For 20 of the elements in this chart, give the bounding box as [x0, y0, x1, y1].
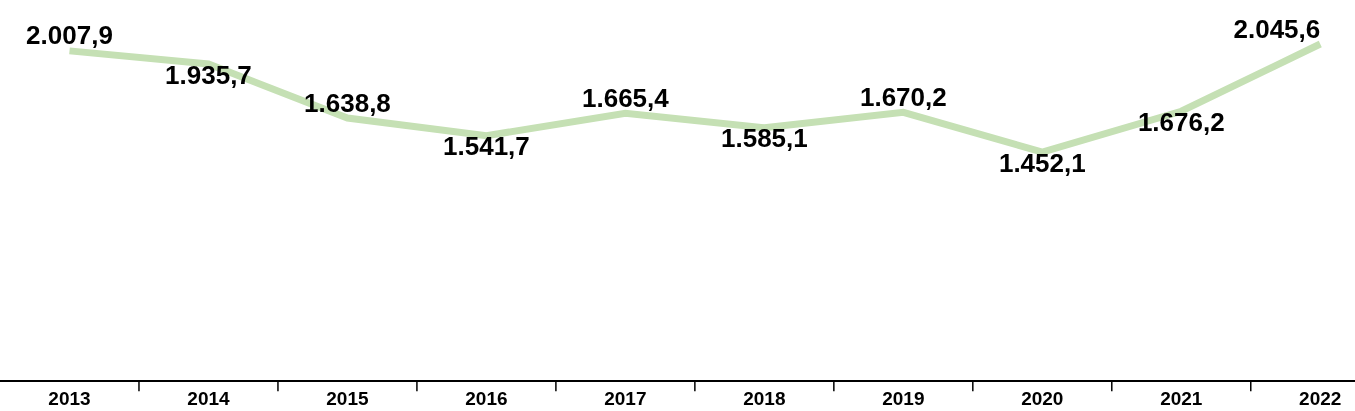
x-tick-label: 2021: [1160, 387, 1203, 409]
x-tick-label: 2016: [465, 387, 508, 409]
x-tick-label: 2020: [1021, 387, 1064, 409]
data-label: 1.665,4: [582, 82, 670, 113]
x-tick-label: 2018: [743, 387, 786, 409]
data-label: 2.007,9: [26, 20, 113, 51]
data-label: 2.045,6: [1233, 13, 1321, 44]
data-label: 1.638,8: [304, 87, 391, 118]
x-tick-label: 2014: [187, 387, 231, 409]
x-tick-label: 2017: [604, 387, 647, 409]
x-tick-label: 2015: [326, 387, 369, 409]
data-label: 1.541,7: [443, 131, 530, 162]
data-label: 1.452,1: [998, 147, 1086, 178]
data-label: 1.676,2: [1137, 106, 1225, 137]
x-tick-label: 2019: [882, 387, 925, 409]
x-tick-label: 2013: [48, 387, 91, 409]
data-label: 1.585,1: [720, 123, 808, 154]
data-label: 1.935,7: [165, 59, 252, 90]
x-tick-label: 2022: [1299, 387, 1342, 409]
data-label: 1.670,2: [859, 81, 947, 112]
